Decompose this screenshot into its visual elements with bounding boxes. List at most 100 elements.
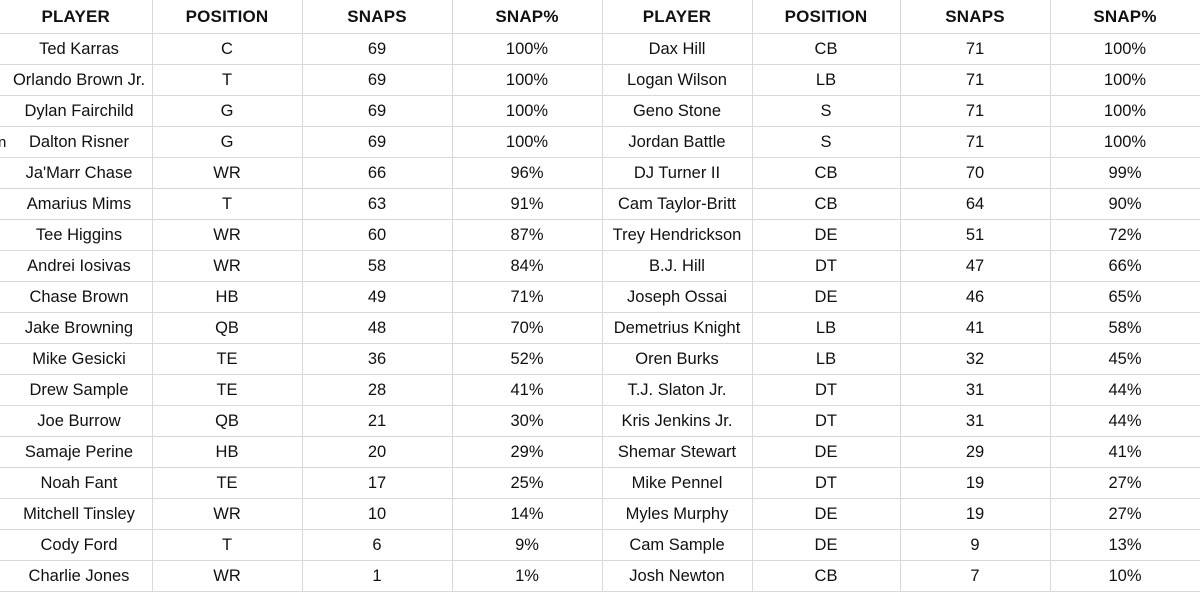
header-offense-snaps[interactable]: SNAPS: [302, 0, 453, 34]
offense-snap-pct-cell[interactable]: 91%: [452, 188, 603, 220]
offense-snaps-cell[interactable]: 36: [302, 343, 453, 375]
offense-position-cell[interactable]: T: [152, 64, 303, 96]
offense-position-cell[interactable]: G: [152, 126, 303, 158]
defense-snap-pct-cell[interactable]: 58%: [1050, 312, 1200, 344]
offense-position-cell[interactable]: TE: [152, 343, 303, 375]
offense-snaps-cell[interactable]: 66: [302, 157, 453, 189]
offense-player-cell[interactable]: Andrei Iosivas: [0, 250, 153, 282]
defense-position-cell[interactable]: LB: [752, 343, 901, 375]
defense-snaps-cell[interactable]: 31: [900, 374, 1051, 406]
offense-position-cell[interactable]: C: [152, 33, 303, 65]
offense-player-cell[interactable]: Amarius Mims: [0, 188, 153, 220]
offense-snaps-cell[interactable]: 17: [302, 467, 453, 499]
offense-snap-pct-cell[interactable]: 25%: [452, 467, 603, 499]
defense-snap-pct-cell[interactable]: 44%: [1050, 374, 1200, 406]
defense-snaps-cell[interactable]: 32: [900, 343, 1051, 375]
header-defense-snaps[interactable]: SNAPS: [900, 0, 1051, 34]
offense-player-cell[interactable]: Jake Browning: [0, 312, 153, 344]
offense-snaps-cell[interactable]: 49: [302, 281, 453, 313]
defense-position-cell[interactable]: S: [752, 126, 901, 158]
offense-position-cell[interactable]: WR: [152, 250, 303, 282]
offense-snaps-cell[interactable]: 10: [302, 498, 453, 530]
defense-position-cell[interactable]: CB: [752, 560, 901, 592]
offense-snaps-cell[interactable]: 69: [302, 33, 453, 65]
offense-snaps-cell[interactable]: 6: [302, 529, 453, 561]
defense-position-cell[interactable]: DE: [752, 436, 901, 468]
header-defense-snap-pct[interactable]: SNAP%: [1050, 0, 1200, 34]
offense-position-cell[interactable]: WR: [152, 157, 303, 189]
offense-snaps-cell[interactable]: 20: [302, 436, 453, 468]
defense-player-cell[interactable]: Shemar Stewart: [602, 436, 753, 468]
offense-snap-pct-cell[interactable]: 84%: [452, 250, 603, 282]
offense-snap-pct-cell[interactable]: 70%: [452, 312, 603, 344]
defense-snaps-cell[interactable]: 7: [900, 560, 1051, 592]
defense-snaps-cell[interactable]: 70: [900, 157, 1051, 189]
offense-snaps-cell[interactable]: 63: [302, 188, 453, 220]
defense-snaps-cell[interactable]: 9: [900, 529, 1051, 561]
offense-snap-pct-cell[interactable]: 87%: [452, 219, 603, 251]
offense-snaps-cell[interactable]: 69: [302, 95, 453, 127]
offense-snaps-cell[interactable]: 1: [302, 560, 453, 592]
defense-snaps-cell[interactable]: 51: [900, 219, 1051, 251]
defense-position-cell[interactable]: DE: [752, 281, 901, 313]
defense-snap-pct-cell[interactable]: 44%: [1050, 405, 1200, 437]
offense-snap-pct-cell[interactable]: 71%: [452, 281, 603, 313]
offense-snap-pct-cell[interactable]: 52%: [452, 343, 603, 375]
defense-snap-pct-cell[interactable]: 13%: [1050, 529, 1200, 561]
offense-player-cell[interactable]: Samaje Perine: [0, 436, 153, 468]
defense-snap-pct-cell[interactable]: 65%: [1050, 281, 1200, 313]
defense-player-cell[interactable]: Cam Sample: [602, 529, 753, 561]
defense-snap-pct-cell[interactable]: 27%: [1050, 498, 1200, 530]
defense-player-cell[interactable]: Josh Newton: [602, 560, 753, 592]
header-offense-snap-pct[interactable]: SNAP%: [452, 0, 603, 34]
offense-snap-pct-cell[interactable]: 100%: [452, 64, 603, 96]
offense-player-cell[interactable]: Charlie Jones: [0, 560, 153, 592]
defense-position-cell[interactable]: CB: [752, 188, 901, 220]
defense-snaps-cell[interactable]: 19: [900, 498, 1051, 530]
defense-snap-pct-cell[interactable]: 41%: [1050, 436, 1200, 468]
defense-player-cell[interactable]: Demetrius Knight: [602, 312, 753, 344]
defense-snap-pct-cell[interactable]: 100%: [1050, 64, 1200, 96]
defense-snaps-cell[interactable]: 71: [900, 64, 1051, 96]
defense-snap-pct-cell[interactable]: 66%: [1050, 250, 1200, 282]
offense-position-cell[interactable]: HB: [152, 281, 303, 313]
offense-player-cell[interactable]: Joe Burrow: [0, 405, 153, 437]
offense-snap-pct-cell[interactable]: 100%: [452, 33, 603, 65]
offense-snap-pct-cell[interactable]: 1%: [452, 560, 603, 592]
offense-player-cell[interactable]: Ja'Marr Chase: [0, 157, 153, 189]
defense-snaps-cell[interactable]: 71: [900, 126, 1051, 158]
defense-position-cell[interactable]: DT: [752, 405, 901, 437]
defense-snap-pct-cell[interactable]: 27%: [1050, 467, 1200, 499]
defense-player-cell[interactable]: Dax Hill: [602, 33, 753, 65]
offense-player-cell[interactable]: Chase Brown: [0, 281, 153, 313]
offense-snap-pct-cell[interactable]: 29%: [452, 436, 603, 468]
offense-player-cell[interactable]: Orlando Brown Jr.: [0, 64, 153, 96]
defense-position-cell[interactable]: LB: [752, 312, 901, 344]
offense-snap-pct-cell[interactable]: 100%: [452, 126, 603, 158]
offense-position-cell[interactable]: TE: [152, 467, 303, 499]
defense-player-cell[interactable]: Logan Wilson: [602, 64, 753, 96]
offense-position-cell[interactable]: TE: [152, 374, 303, 406]
defense-player-cell[interactable]: Oren Burks: [602, 343, 753, 375]
defense-position-cell[interactable]: DE: [752, 529, 901, 561]
defense-player-cell[interactable]: Myles Murphy: [602, 498, 753, 530]
defense-position-cell[interactable]: DT: [752, 467, 901, 499]
offense-player-cell[interactable]: Cody Ford: [0, 529, 153, 561]
offense-snaps-cell[interactable]: 69: [302, 64, 453, 96]
defense-player-cell[interactable]: Geno Stone: [602, 95, 753, 127]
defense-player-cell[interactable]: Trey Hendrickson: [602, 219, 753, 251]
offense-snap-pct-cell[interactable]: 30%: [452, 405, 603, 437]
defense-snaps-cell[interactable]: 19: [900, 467, 1051, 499]
offense-position-cell[interactable]: T: [152, 529, 303, 561]
offense-player-cell[interactable]: n Dalton Risner: [0, 126, 153, 158]
offense-player-cell[interactable]: Mitchell Tinsley: [0, 498, 153, 530]
offense-position-cell[interactable]: HB: [152, 436, 303, 468]
offense-snap-pct-cell[interactable]: 9%: [452, 529, 603, 561]
header-defense-player[interactable]: PLAYER: [602, 0, 753, 34]
defense-snap-pct-cell[interactable]: 10%: [1050, 560, 1200, 592]
offense-player-cell[interactable]: Noah Fant: [0, 467, 153, 499]
offense-position-cell[interactable]: WR: [152, 560, 303, 592]
offense-snaps-cell[interactable]: 21: [302, 405, 453, 437]
defense-snaps-cell[interactable]: 41: [900, 312, 1051, 344]
offense-position-cell[interactable]: G: [152, 95, 303, 127]
